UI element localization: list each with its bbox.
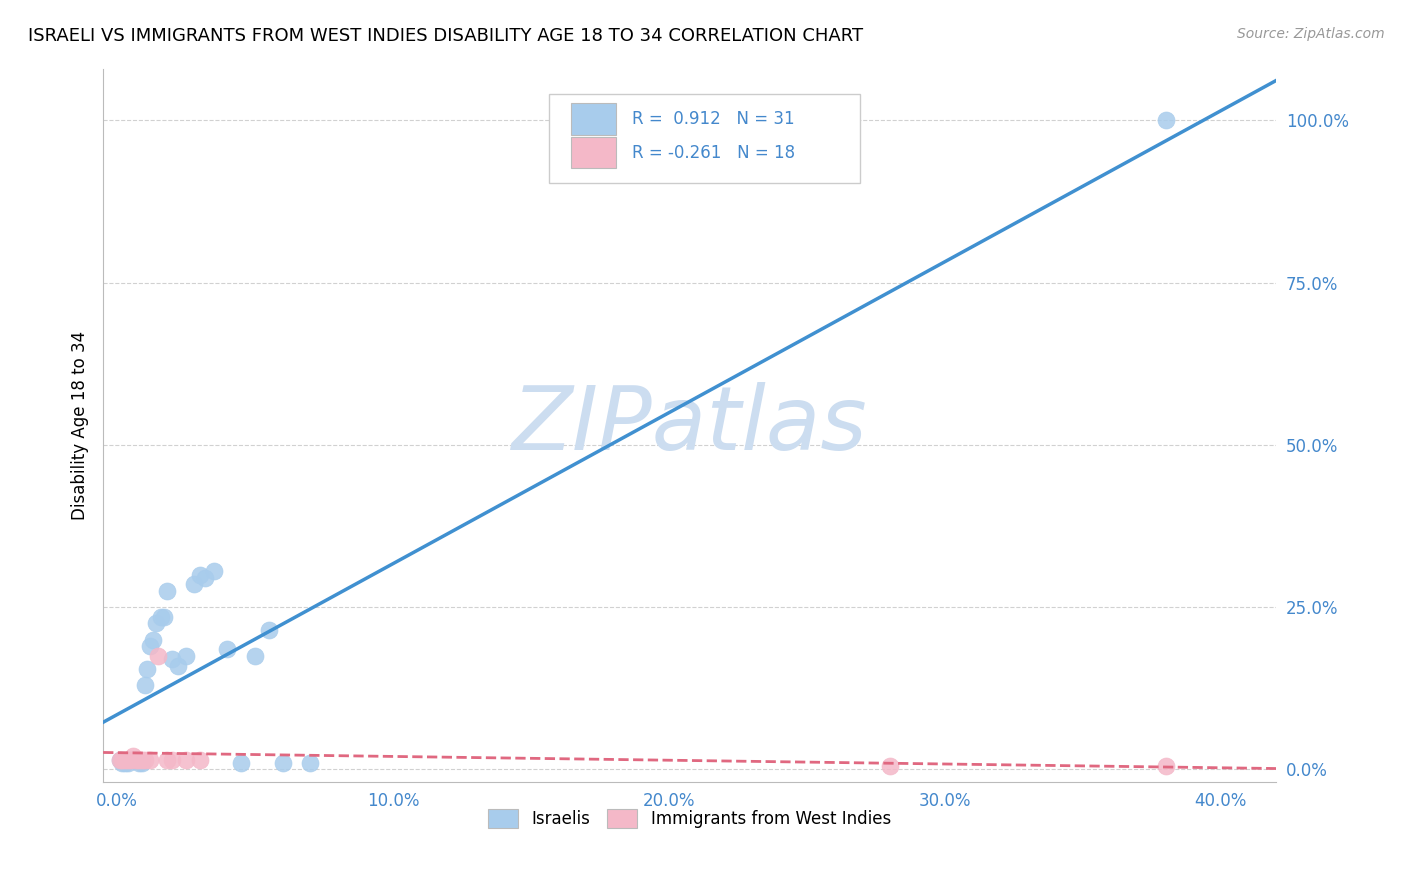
Point — [229, 756, 252, 770]
Point — [174, 648, 197, 663]
Point — [160, 753, 183, 767]
Point — [139, 753, 162, 767]
Point — [153, 610, 176, 624]
Legend: Israelis, Immigrants from West Indies: Israelis, Immigrants from West Indies — [482, 802, 897, 835]
Point — [134, 678, 156, 692]
Point — [114, 756, 136, 770]
Point — [188, 753, 211, 767]
Point — [155, 583, 177, 598]
Point — [257, 623, 280, 637]
Point — [166, 658, 188, 673]
Point — [136, 662, 159, 676]
Point — [128, 753, 150, 767]
FancyBboxPatch shape — [548, 94, 859, 183]
Point — [183, 577, 205, 591]
Point — [148, 648, 170, 663]
Point — [155, 753, 177, 767]
Point — [131, 753, 153, 767]
Point — [174, 753, 197, 767]
Point — [120, 753, 142, 767]
Y-axis label: Disability Age 18 to 34: Disability Age 18 to 34 — [72, 331, 89, 520]
Point — [125, 753, 148, 767]
FancyBboxPatch shape — [571, 137, 616, 169]
Text: ISRAELI VS IMMIGRANTS FROM WEST INDIES DISABILITY AGE 18 TO 34 CORRELATION CHART: ISRAELI VS IMMIGRANTS FROM WEST INDIES D… — [28, 27, 863, 45]
Point — [108, 753, 131, 767]
Point — [188, 567, 211, 582]
Point — [160, 652, 183, 666]
Point — [114, 753, 136, 767]
Point — [131, 756, 153, 770]
Point — [122, 749, 145, 764]
Point — [111, 756, 134, 770]
Point — [139, 639, 162, 653]
Point — [125, 753, 148, 767]
Point — [243, 648, 266, 663]
FancyBboxPatch shape — [571, 103, 616, 135]
Point — [299, 756, 322, 770]
Point — [145, 616, 167, 631]
Point — [271, 756, 294, 770]
Point — [120, 753, 142, 767]
Point — [150, 610, 173, 624]
Point — [879, 759, 901, 773]
Text: Source: ZipAtlas.com: Source: ZipAtlas.com — [1237, 27, 1385, 41]
Point — [108, 753, 131, 767]
Point — [202, 565, 225, 579]
Point — [1154, 113, 1177, 128]
Text: R = -0.261   N = 18: R = -0.261 N = 18 — [633, 144, 796, 161]
Text: ZIPatlas: ZIPatlas — [512, 383, 868, 468]
Point — [117, 756, 139, 770]
Point — [111, 753, 134, 767]
Point — [134, 753, 156, 767]
Point — [217, 642, 239, 657]
Point — [128, 756, 150, 770]
Point — [142, 632, 165, 647]
Point — [194, 571, 217, 585]
Text: R =  0.912   N = 31: R = 0.912 N = 31 — [633, 111, 794, 128]
Point — [117, 753, 139, 767]
Point — [122, 753, 145, 767]
Point — [1154, 759, 1177, 773]
